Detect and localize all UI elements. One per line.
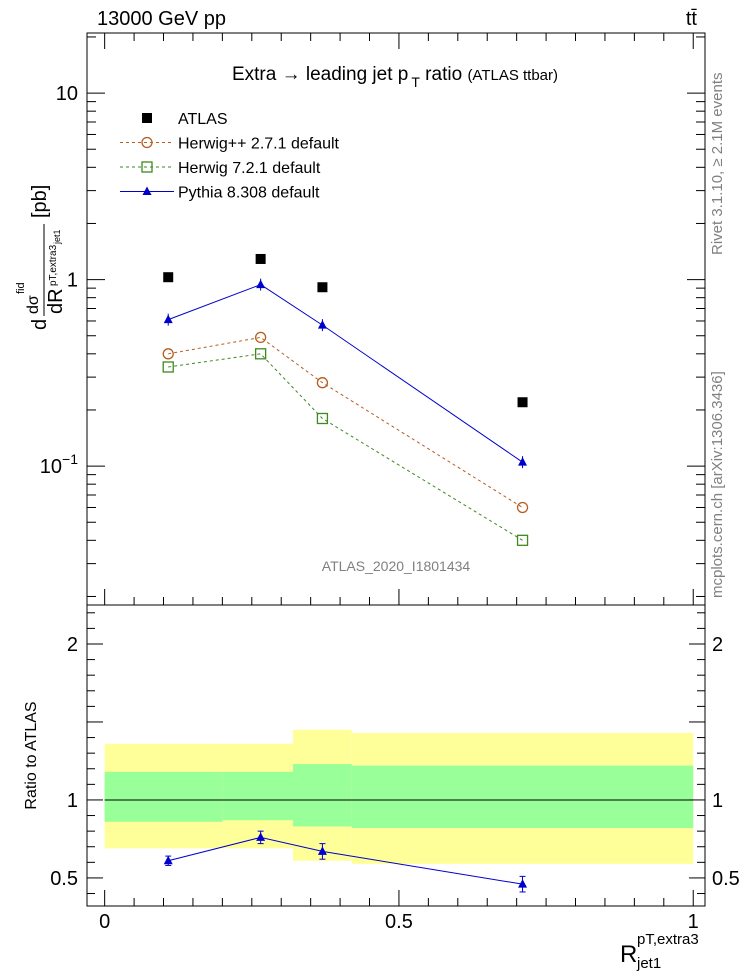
uncertainty-band-inner: [104, 771, 223, 822]
data-point: [516, 501, 529, 514]
series-line: [168, 353, 523, 541]
y-axis-label-dR: dR: [45, 288, 67, 314]
ratio-y-tick-label: 2: [67, 634, 78, 656]
data-point: [163, 272, 174, 283]
process-label: tt̄: [686, 8, 698, 30]
ratio-y-axis-label: Ratio to ATLAS: [23, 701, 40, 809]
ratio-point: [317, 846, 327, 855]
data-point: [254, 331, 267, 344]
ratio-y-tick-label: 1: [67, 790, 78, 812]
y-tick-label: 10−1: [40, 451, 78, 478]
series-0: [163, 253, 528, 408]
legend-marker: [141, 161, 153, 173]
series-line: [168, 284, 523, 463]
series-1: [162, 331, 529, 514]
y-axis-label-sup: pT,extra3: [48, 244, 59, 286]
legend-entry: Pythia 8.308 default: [178, 185, 320, 202]
data-point: [316, 412, 329, 425]
legend-marker: [142, 113, 152, 123]
data-point: [254, 348, 267, 360]
x-axis-label-main: R: [620, 941, 637, 968]
y-tick-label: 10: [56, 83, 78, 105]
x-axis-label-sub: jet1: [636, 955, 661, 972]
series-line: [168, 336, 523, 508]
series-2: [162, 348, 529, 546]
x-tick-label: 1: [688, 911, 699, 933]
ratio-y-tick-label-right: 2: [712, 634, 723, 656]
x-tick-label: 0.5: [385, 911, 413, 933]
ratio-point: [163, 855, 173, 865]
data-point: [162, 348, 174, 360]
uncertainty-band-inner: [222, 771, 293, 821]
series-3: [163, 278, 528, 469]
legend: ATLAS Herwig++ 2.7.1 default Herwig 7.2.1 …: [120, 111, 340, 202]
data-point: [516, 534, 529, 546]
legend-marker: [141, 136, 153, 149]
ratio-series-0: [163, 830, 528, 893]
ratio-point: [256, 832, 266, 841]
y-axis-label-d: d: [29, 319, 51, 330]
data-point: [518, 457, 528, 466]
ratio-frame: [86, 604, 706, 907]
legend-entry: ATLAS: [178, 111, 228, 128]
data-point: [317, 282, 328, 293]
ratio-y-tick-label: 0.5: [50, 868, 78, 890]
data-point: [162, 361, 174, 373]
energy-label: 13000 GeV pp: [97, 8, 226, 30]
data-point: [255, 253, 266, 264]
y-axis-label-fid: fid: [15, 282, 27, 294]
x-axis-label: RpT,extra3 jet1: [620, 931, 699, 972]
ratio-y-tick-label-right: 0.5: [712, 868, 740, 890]
data-point: [256, 279, 266, 289]
y-tick-label: 1: [67, 270, 78, 292]
uncertainty-band-inner: [351, 765, 694, 829]
data-point: [316, 377, 329, 389]
rivet-label: Rivet 3.1.10, ≥ 2.1M events: [709, 72, 726, 256]
ratio-line: [168, 836, 523, 885]
x-tick-label: 0: [99, 911, 110, 933]
uncertainty-band-inner: [293, 764, 352, 827]
ratio-point: [518, 879, 528, 888]
legend-entry: Herwig 7.2.1 default: [178, 160, 321, 177]
ratio-panel: 2 2 1 1 0.5 0.5 0 0.5 1 Ratio to ATLAS RpT,extra3 j…: [23, 604, 740, 972]
data-point: [317, 320, 327, 329]
y-axis-label-sub: jet1: [52, 229, 62, 245]
y-axis-label-dsigma: dσ: [25, 295, 42, 314]
y-axis-label-unit: [pb]: [29, 185, 51, 218]
legend-marker: [142, 186, 152, 195]
legend-entry: Herwig++ 2.7.1 default: [178, 136, 340, 153]
data-point: [517, 397, 528, 408]
mcplots-label: mcplots.cern.ch [arXiv:1306.3436]: [709, 371, 726, 598]
ratio-y-tick-label-right: 1: [712, 790, 723, 812]
analysis-watermark: ATLAS_2020_I1801434: [322, 558, 471, 574]
x-axis-label-sup: pT,extra3: [637, 931, 699, 948]
data-point: [163, 314, 173, 324]
